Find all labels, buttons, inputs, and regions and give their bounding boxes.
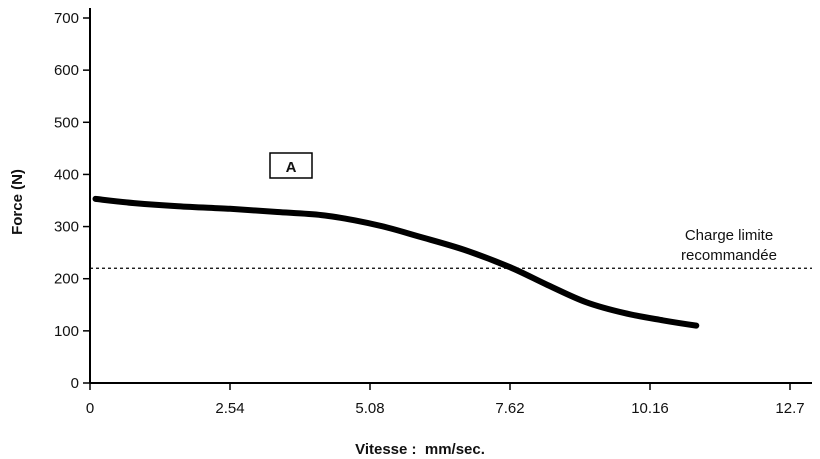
y-tick-label: 300 xyxy=(54,219,79,236)
series-label-box xyxy=(269,152,313,179)
x-tick-label: 0 xyxy=(86,400,94,417)
reference-label-line2: recommandée xyxy=(681,247,777,264)
x-tick-label: 2.54 xyxy=(215,400,244,417)
reference-label-line1: Charge limite xyxy=(685,227,773,244)
y-axis-title: Force (N) xyxy=(9,169,26,235)
x-tick-label: 7.62 xyxy=(495,400,524,417)
x-axis-ticks: 0 2.54 5.08 7.62 10.16 12.7 xyxy=(86,383,805,417)
y-tick-label: 0 xyxy=(71,375,79,392)
x-tick-label: 5.08 xyxy=(355,400,384,417)
series-label-text: A xyxy=(286,159,297,176)
y-tick-label: 500 xyxy=(54,114,79,131)
series-line-a xyxy=(92,195,700,329)
x-tick-label: 10.16 xyxy=(631,400,669,417)
x-tick-label: 12.7 xyxy=(775,400,804,417)
y-axis-ticks: 0 100 200 300 400 500 600 700 xyxy=(54,10,90,392)
y-tick-label: 700 xyxy=(54,10,79,27)
y-tick-label: 100 xyxy=(54,323,79,340)
x-axis-title: Vitesse : mm/sec. xyxy=(355,441,485,458)
y-tick-label: 600 xyxy=(54,62,79,79)
y-tick-label: 200 xyxy=(54,271,79,288)
y-tick-label: 400 xyxy=(54,166,79,183)
